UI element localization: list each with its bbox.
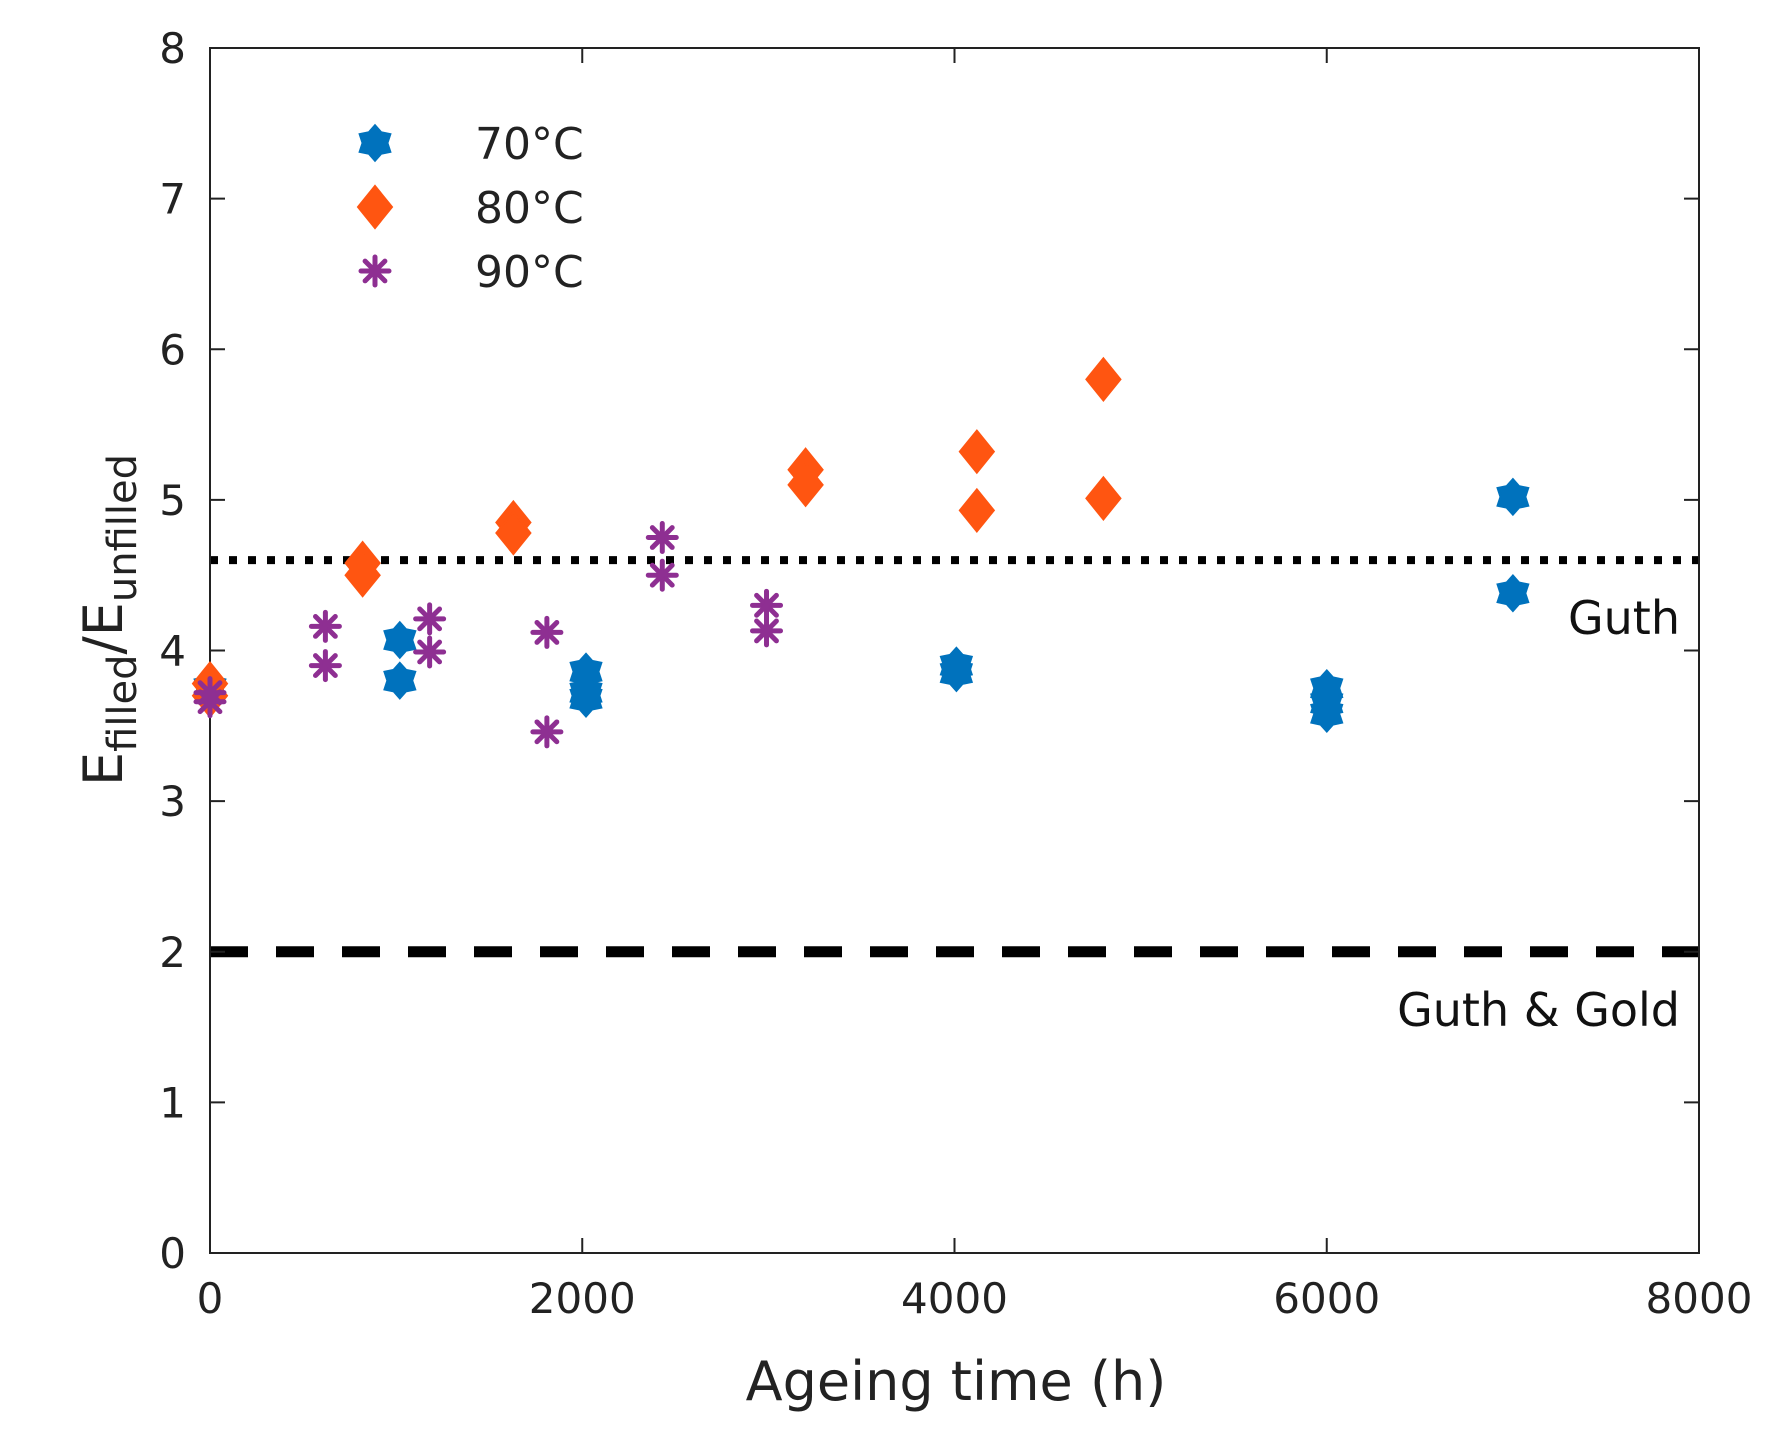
guth-gold-label: Guth & Gold xyxy=(1397,983,1680,1037)
x-tick-label: 0 xyxy=(197,1274,224,1323)
x-axis-title: Ageing time (h) xyxy=(746,1350,1167,1413)
point-70-c xyxy=(1496,574,1530,613)
point-90-c xyxy=(413,602,447,636)
legend-marker-80-c xyxy=(356,184,394,230)
point-70-c xyxy=(1310,694,1344,734)
y-axis-title: Efilled/Eunfilled xyxy=(72,454,146,786)
x-tick-label: 2000 xyxy=(529,1274,636,1323)
legend-label-90-c: 90°C xyxy=(475,247,584,298)
y-axis-title-sub2: unfilled xyxy=(100,454,146,602)
point-70-c xyxy=(383,620,417,660)
point-80-c xyxy=(958,487,996,534)
x-tick-label: 4000 xyxy=(901,1274,1008,1323)
legend-label-70-c: 70°C xyxy=(475,119,584,170)
point-90-c xyxy=(750,614,784,648)
legend-marker-70-c xyxy=(358,123,392,163)
point-90-c xyxy=(413,635,447,669)
legend-marker-90-c xyxy=(358,254,392,288)
point-90-c xyxy=(193,685,227,719)
legend-label-80-c: 80°C xyxy=(475,183,584,234)
y-tick-label: 3 xyxy=(159,777,186,826)
point-80-c xyxy=(1085,356,1122,402)
point-90-c xyxy=(530,615,564,649)
y-axis-title-e2: E xyxy=(72,602,135,636)
point-80-c xyxy=(958,429,996,475)
point-90-c xyxy=(530,715,564,749)
y-tick-label: 6 xyxy=(159,325,186,374)
series-80-c xyxy=(191,356,1122,719)
reference-lines: Guth Guth & Gold xyxy=(210,556,1699,1037)
point-80-c xyxy=(1085,475,1122,521)
series-70-c xyxy=(193,477,1530,734)
y-tick-label: 2 xyxy=(159,928,186,977)
axes: 0 2000 4000 6000 8000 0 1 2 3 4 5 6 7 8 xyxy=(159,24,1752,1323)
y-axis-title-e1: E xyxy=(72,752,135,786)
guth-label: Guth xyxy=(1568,591,1680,645)
point-80-c xyxy=(787,462,824,508)
point-80-c xyxy=(495,510,532,556)
series-90-c xyxy=(193,521,784,749)
point-70-c xyxy=(383,661,417,700)
point-70-c xyxy=(569,679,603,718)
point-70-c xyxy=(939,653,974,693)
y-tick-label: 7 xyxy=(159,175,186,224)
point-70-c xyxy=(1496,477,1530,517)
y-tick-label: 0 xyxy=(159,1229,186,1278)
y-axis-title-sub1: filled xyxy=(100,654,146,751)
y-tick-label: 5 xyxy=(159,476,186,525)
point-90-c xyxy=(308,609,342,643)
y-tick-label: 8 xyxy=(159,24,186,73)
data-points xyxy=(191,356,1530,749)
x-tick-label: 8000 xyxy=(1646,1274,1753,1323)
point-90-c xyxy=(645,558,679,592)
legend: 70°C 80°C 90°C xyxy=(356,119,584,298)
y-tick-label: 4 xyxy=(159,627,186,676)
point-90-c xyxy=(308,649,342,683)
x-tick-label: 6000 xyxy=(1273,1274,1380,1323)
point-90-c xyxy=(645,521,679,555)
y-axis-title-slash: / xyxy=(72,635,135,654)
point-80-c xyxy=(344,552,381,598)
y-tick-label: 1 xyxy=(159,1078,186,1127)
